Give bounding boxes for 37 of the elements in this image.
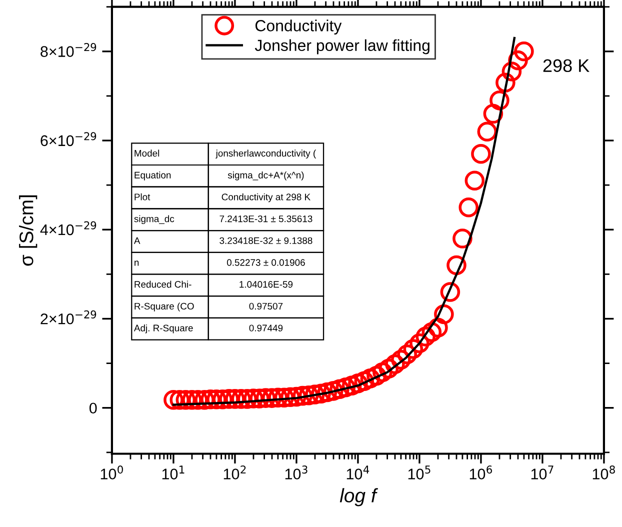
x-tick-label: 10$^{6}$ [470,466,492,480]
y-tick-label: 4×10$^{−29}$ [40,221,96,236]
annotation: sigma_dc+A*(x^n) [228,172,304,180]
annotation: 1.04016E-59 [240,281,293,288]
annotation: Equation [134,172,171,180]
annotation: 7.2413E-31 ± 5.35613 [220,215,312,222]
x-tick-label: 10$^{0}$ [100,466,123,480]
annotation: jonsherlawconductivity ( [216,150,316,158]
legend-label: Jonsher power law fitting [254,39,430,54]
annotation: A [134,237,140,244]
x-tick-label: 10$^{3}$ [285,466,308,480]
x-tick-label: 10$^{1}$ [162,466,184,480]
x-tick-label: 10$^{8}$ [592,466,615,480]
annotation: sigma_dc [134,215,174,224]
y-axis-title: σ [S/cm] [19,195,38,266]
y-tick-label: 6×10$^{−29}$ [40,132,96,146]
x-tick-label: 10$^{5}$ [408,466,430,480]
annotation: Conductivity at 298 K [222,193,310,202]
annotation: Reduced Chi- [134,280,192,288]
annotation: Adj. R-Square [134,324,193,334]
y-tick-label: 8×10$^{−29}$ [40,43,96,57]
annotation: 0.97507 [249,302,283,310]
annotation: 0.52273 ± 0.01906 [226,259,305,266]
annotation: n [134,260,139,266]
annotation: 298 K [543,59,590,72]
annotation: R-Square (CO [134,302,194,312]
annotation: Model [134,150,160,157]
annotation: 3.23418E-32 ± 9.1388 [220,237,312,244]
legend-label: Conductivity [255,20,342,35]
y-tick-label: 2×10$^{−29}$ [40,310,96,324]
annotation: Plot [134,193,150,200]
x-axis-title: log f [340,488,378,506]
x-tick-label: 10$^{2}$ [224,466,246,480]
x-tick-label: 10$^{7}$ [531,466,554,480]
x-tick-label: 10$^{4}$ [346,466,370,480]
annotation: 0.97449 [249,324,283,332]
y-tick-label: 0 [89,402,97,414]
